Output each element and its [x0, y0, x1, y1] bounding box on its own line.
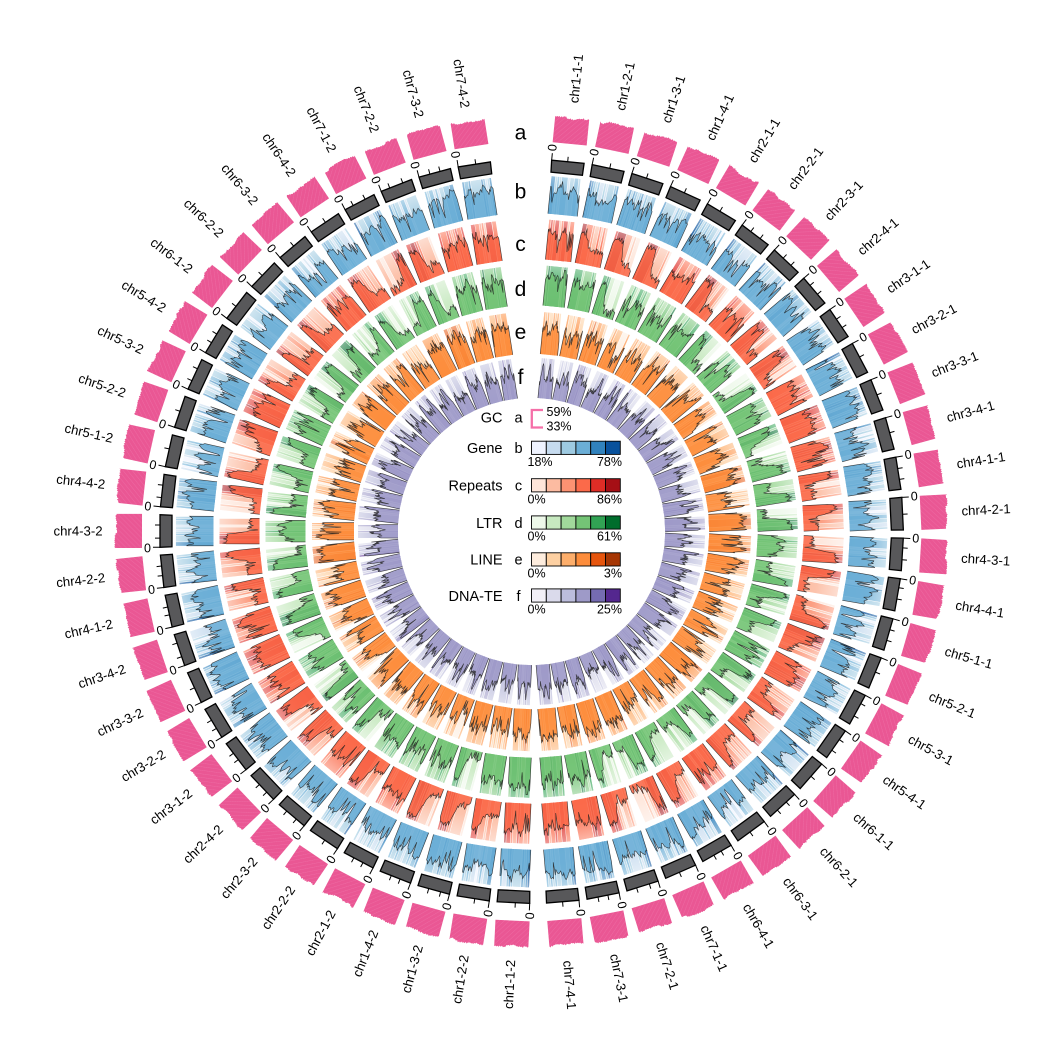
svg-text:25%: 25%: [597, 603, 622, 617]
svg-text:0: 0: [586, 147, 601, 157]
svg-text:Repeats: Repeats: [448, 479, 502, 495]
svg-text:a: a: [515, 121, 527, 144]
svg-text:78%: 78%: [597, 455, 622, 469]
svg-text:0: 0: [144, 499, 152, 514]
svg-text:chr1-1-1: chr1-1-1: [566, 53, 586, 103]
svg-text:DNA-TE: DNA-TE: [449, 589, 503, 605]
svg-text:e: e: [515, 321, 527, 344]
svg-text:b: b: [514, 441, 522, 457]
svg-text:0: 0: [481, 909, 496, 918]
svg-text:0: 0: [900, 614, 911, 629]
svg-text:chr1-1-2: chr1-1-2: [501, 960, 518, 1010]
svg-text:59%: 59%: [547, 405, 572, 419]
svg-text:0: 0: [655, 887, 670, 898]
svg-text:chr4-3-1: chr4-3-1: [961, 551, 1011, 569]
svg-text:0: 0: [144, 541, 151, 555]
svg-text:0: 0: [448, 150, 463, 159]
svg-text:3%: 3%: [604, 567, 622, 581]
svg-text:0: 0: [903, 447, 912, 462]
svg-text:33%: 33%: [547, 419, 572, 433]
svg-text:f: f: [516, 589, 521, 605]
svg-text:0: 0: [439, 901, 454, 911]
svg-text:d: d: [514, 516, 522, 532]
svg-text:LINE: LINE: [470, 553, 503, 569]
svg-text:chr7-4-2: chr7-4-2: [450, 58, 472, 109]
svg-text:0: 0: [545, 144, 560, 152]
svg-text:0: 0: [155, 623, 165, 638]
svg-text:c: c: [515, 479, 522, 495]
svg-text:chr4-2-2: chr4-2-2: [55, 570, 105, 590]
svg-text:0: 0: [912, 531, 920, 545]
svg-text:0: 0: [147, 582, 155, 597]
svg-text:0: 0: [399, 889, 415, 901]
svg-text:0: 0: [407, 160, 422, 170]
svg-text:f: f: [518, 366, 524, 389]
svg-text:86%: 86%: [597, 492, 622, 506]
svg-text:Gene: Gene: [467, 441, 502, 457]
svg-text:0: 0: [523, 912, 537, 920]
svg-text:0: 0: [368, 174, 384, 186]
svg-text:chr4-3-2: chr4-3-2: [53, 523, 102, 538]
svg-text:0%: 0%: [528, 567, 546, 581]
svg-text:0: 0: [157, 416, 168, 432]
svg-text:c: c: [515, 233, 526, 256]
svg-text:0: 0: [168, 663, 179, 679]
svg-text:d: d: [515, 278, 527, 301]
svg-text:0: 0: [910, 489, 918, 503]
svg-text:b: b: [515, 180, 527, 203]
svg-text:LTR: LTR: [476, 516, 502, 532]
svg-text:61%: 61%: [597, 530, 622, 544]
svg-text:0: 0: [908, 572, 917, 587]
svg-text:0%: 0%: [528, 530, 546, 544]
svg-text:0: 0: [627, 156, 642, 167]
svg-text:0: 0: [574, 909, 589, 917]
svg-text:chr7-4-1: chr7-4-1: [560, 960, 579, 1010]
svg-text:0: 0: [148, 457, 158, 472]
svg-text:e: e: [514, 553, 522, 569]
svg-text:0: 0: [892, 406, 902, 421]
svg-text:chr4-2-1: chr4-2-1: [961, 501, 1011, 518]
svg-text:chr4-4-2: chr4-4-2: [56, 472, 106, 492]
svg-text:0: 0: [887, 654, 899, 670]
svg-text:0%: 0%: [528, 492, 546, 506]
svg-text:0: 0: [615, 900, 630, 910]
svg-text:0%: 0%: [528, 603, 546, 617]
svg-text:GC: GC: [481, 411, 503, 427]
svg-text:18%: 18%: [528, 455, 553, 469]
svg-text:a: a: [514, 411, 523, 427]
svg-text:0: 0: [876, 366, 888, 382]
